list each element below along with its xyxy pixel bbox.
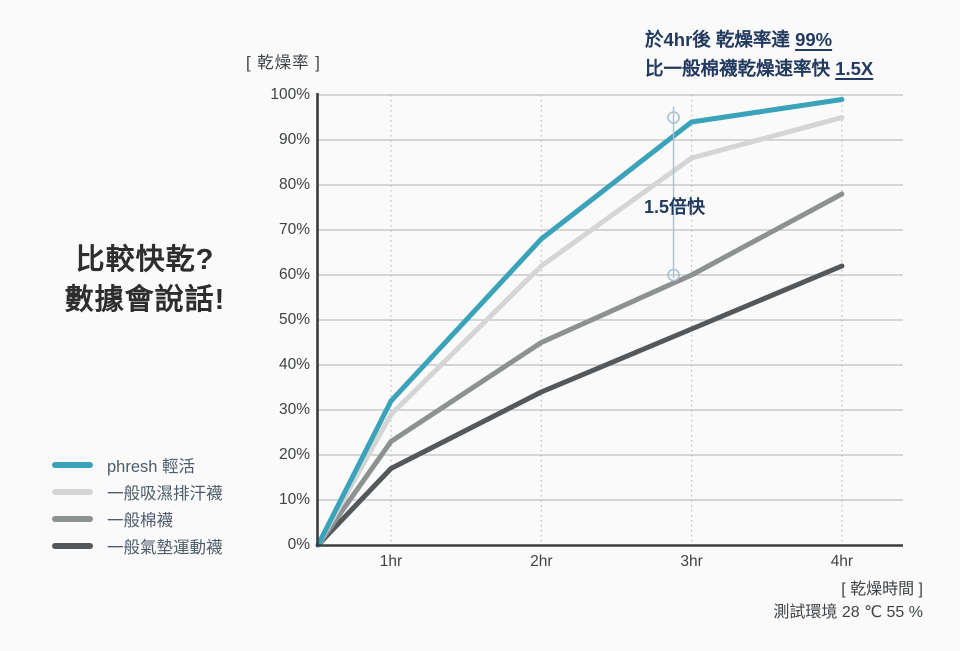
y-tick-label: 90% (278, 131, 310, 148)
headline-line2: 比一般棉襪乾燥速率快 1.5X (645, 58, 874, 79)
y-tick-label: 20% (278, 446, 310, 463)
legend-item: phresh 輕活 (52, 451, 223, 478)
x-tick-label: 3hr (680, 553, 703, 570)
y-tick-label: 80% (278, 176, 310, 193)
headline-highlight-99: 99% (795, 29, 833, 50)
y-axis-caption: [ 乾燥率 ] (246, 54, 321, 72)
annotation-circle-bottom (667, 268, 680, 282)
y-tick-label: 30% (278, 401, 310, 418)
legend-item: 一般氣墊運動襪 (52, 532, 223, 559)
x-tick-label: 4hr (830, 553, 854, 570)
y-tick-label: 10% (278, 491, 310, 508)
x-tick-label: 1hr (379, 553, 403, 570)
headline-line1: 於4hr後 乾燥率達 99% (645, 29, 833, 50)
legend-label: 一般吸濕排汗襪 (107, 484, 223, 503)
side-title: 比較快乾? 數據會說話! (38, 240, 252, 320)
x-tick-label: 2hr (530, 553, 553, 570)
legend-label: phresh 輕活 (107, 457, 196, 476)
side-title-line1: 比較快乾? (75, 244, 215, 276)
y-tick-label: 50% (278, 311, 310, 328)
legend-swatch (52, 488, 93, 495)
y-tick-label: 0% (287, 536, 310, 553)
series-line (315, 115, 845, 548)
legend-label: 一般氣墊運動襪 (107, 538, 223, 557)
legend-item: 一般吸濕排汗襪 (52, 478, 223, 505)
legend: phresh 輕活一般吸濕排汗襪 一般棉襪一般氣墊運動襪 (52, 451, 223, 559)
annotation-label: 1.5倍快 (644, 197, 706, 217)
legend-swatch (52, 515, 93, 522)
annotation-circle-top (667, 111, 680, 124)
legend-item: 一般棉襪 (52, 505, 223, 532)
legend-swatch (52, 461, 93, 468)
series-line (315, 191, 845, 548)
footnote: [ 乾燥時間 ] 測試環境 28 ℃ 55 % (773, 578, 923, 624)
headline-highlight-1-5x: 1.5X (835, 58, 874, 79)
side-title-line2: 數據會說話! (64, 284, 226, 316)
legend-label: 一般棉襪 (107, 511, 173, 530)
y-tick-label: 40% (278, 356, 310, 373)
y-tick-label: 70% (278, 221, 310, 238)
headline: 於4hr後 乾燥率達 99% 比一般棉襪乾燥速率快 1.5X (645, 25, 873, 83)
y-tick-label: 100% (270, 86, 310, 103)
test-environment: 測試環境 28 ℃ 55 % (773, 604, 923, 621)
y-tick-label: 60% (278, 266, 310, 283)
series-line (315, 263, 845, 548)
legend-swatch (52, 542, 93, 549)
series-line (315, 97, 845, 548)
x-axis-caption: [ 乾燥時間 ] (841, 581, 923, 598)
